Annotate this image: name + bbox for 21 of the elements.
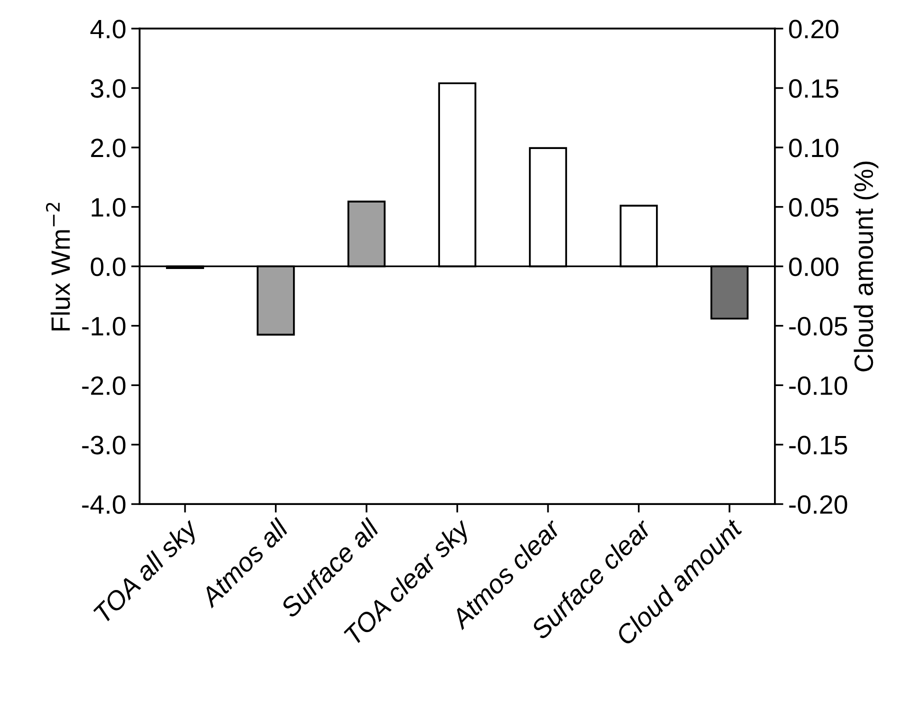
y-tick-label: 2.0 — [91, 138, 126, 158]
y2-tick-label: -0.05 — [789, 316, 848, 336]
y2-tick-label: -0.15 — [789, 436, 848, 454]
y-tick-label: -2.0 — [82, 376, 126, 396]
y-tick-label: 4.0 — [90, 20, 126, 38]
y-tick-label: 0.0 — [90, 257, 126, 276]
y-tick-label: -4.0 — [82, 495, 126, 514]
y-tick-label: 3.0 — [90, 79, 126, 98]
y2-axis-title: Cloud amount (%) — [854, 162, 878, 372]
x-tick-label: TOA all sky — [92, 516, 204, 628]
y2-tick-label: 0.15 — [789, 79, 838, 98]
y2-tick-label: 0.05 — [789, 198, 838, 217]
y-axis-title: Flux Wm$^{−2}$ — [46, 202, 70, 330]
y-tick-label: -3.0 — [82, 436, 126, 454]
y2-tick-label: 0.00 — [789, 257, 838, 276]
y2-tick-label: -0.20 — [789, 495, 848, 514]
y2-tick-label: 0.10 — [789, 138, 838, 158]
y2-tick-label: 0.20 — [789, 20, 838, 38]
y-tick-label: -1.0 — [82, 316, 126, 336]
y-tick-label: 1.0 — [92, 198, 126, 217]
y2-tick-label: -0.10 — [789, 376, 848, 396]
